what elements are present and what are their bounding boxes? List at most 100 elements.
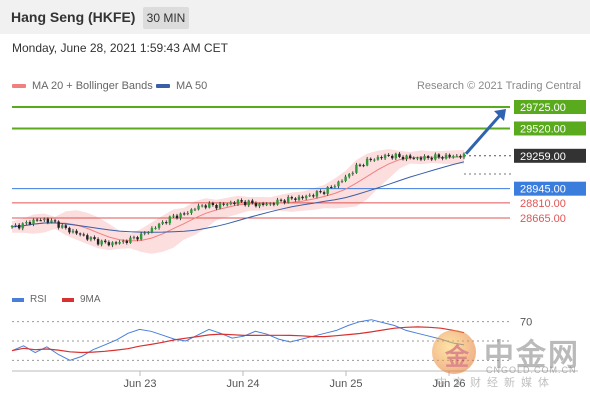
- candle-body: [326, 186, 329, 194]
- candle-body: [165, 222, 168, 224]
- candle: [68, 226, 71, 235]
- candle-body: [204, 205, 207, 208]
- candle-body: [269, 203, 272, 205]
- x-tick-label: Jun 25: [329, 378, 362, 390]
- candle: [423, 154, 426, 161]
- rsi-swatch: [12, 297, 24, 302]
- candle-body: [315, 191, 319, 197]
- candle: [462, 152, 466, 160]
- ma20-swatch: [12, 84, 26, 88]
- candle-body: [200, 205, 204, 207]
- candle-body: [50, 220, 53, 223]
- candle: [10, 225, 14, 229]
- candle: [50, 218, 53, 224]
- candle-body: [71, 230, 75, 233]
- candle: [358, 163, 362, 167]
- candle-body: [35, 219, 39, 221]
- candle: [294, 197, 297, 202]
- candle-body: [380, 157, 383, 159]
- legend-rsi-ma: 9MA: [62, 294, 101, 305]
- candle-body: [301, 196, 304, 199]
- candle: [448, 153, 451, 159]
- candle: [147, 231, 150, 235]
- candle-body: [233, 202, 236, 205]
- candle: [351, 171, 354, 176]
- candle-body: [394, 153, 398, 159]
- candle-body: [430, 157, 433, 160]
- candle-body: [61, 225, 64, 228]
- candle: [107, 240, 111, 247]
- level-label-5: 28665.00: [520, 213, 566, 225]
- candle-body: [333, 186, 337, 188]
- chart-header: Hang Seng (HKFE) 30 MIN: [0, 0, 590, 34]
- candle: [179, 212, 182, 221]
- candle-body: [129, 237, 132, 243]
- watermark-url: CNGOLD.COM.CN: [486, 365, 577, 375]
- candle-body: [86, 235, 89, 240]
- level-label-4: 28810.00: [520, 198, 566, 210]
- candle: [236, 199, 240, 206]
- candle: [136, 235, 139, 242]
- candle-body: [434, 154, 437, 160]
- interval-button[interactable]: 30 MIN: [143, 7, 189, 29]
- candle-body: [437, 154, 441, 158]
- candle-body: [308, 195, 311, 197]
- candle-body: [215, 204, 218, 209]
- current-price-tag: [514, 148, 586, 163]
- candle: [369, 157, 372, 162]
- candle-body: [405, 155, 408, 160]
- candle: [279, 198, 283, 203]
- legend-ma20: MA 20 + Bollinger Bands: [12, 80, 153, 92]
- legend-rsi: RSI: [12, 294, 47, 305]
- candle-body: [14, 224, 17, 226]
- candle-body: [452, 156, 455, 158]
- candle: [251, 198, 254, 205]
- candle: [175, 213, 179, 220]
- candle-body: [272, 203, 276, 205]
- candle-body: [276, 199, 279, 205]
- candle: [157, 222, 161, 230]
- candle-body: [75, 230, 78, 234]
- candle: [93, 235, 96, 241]
- candle: [197, 203, 200, 211]
- candle-body: [132, 237, 136, 239]
- candle-body: [114, 242, 118, 244]
- candle-body: [355, 164, 358, 173]
- candle: [365, 156, 369, 167]
- candle: [132, 235, 136, 240]
- candle: [28, 220, 32, 226]
- candle: [17, 223, 21, 230]
- candle-body: [387, 154, 390, 156]
- forecast-arrow: [464, 109, 506, 155]
- candle: [283, 199, 286, 205]
- candle-body: [391, 155, 394, 159]
- candle: [287, 195, 290, 204]
- candle-body: [304, 195, 308, 199]
- candle-body: [53, 220, 57, 222]
- candle: [362, 163, 365, 168]
- candle-body: [448, 154, 451, 157]
- candle: [104, 238, 107, 244]
- candle: [182, 211, 186, 216]
- candle-body: [322, 192, 326, 194]
- candle-body: [401, 156, 405, 160]
- candle-body: [340, 181, 344, 183]
- candle: [240, 198, 243, 203]
- candle: [391, 154, 394, 160]
- candle-body: [362, 165, 365, 167]
- candle: [376, 155, 380, 161]
- candle-body: [222, 203, 225, 205]
- x-tick-label: Jun 24: [226, 378, 259, 390]
- rsi-ma-label: 9MA: [80, 294, 101, 305]
- watermark-name: 中金网: [484, 338, 580, 373]
- candle: [39, 218, 42, 222]
- candle: [301, 195, 304, 200]
- candle-body: [68, 227, 71, 233]
- candle: [290, 195, 294, 201]
- candle-body: [172, 215, 175, 217]
- candle: [215, 203, 218, 211]
- candle-body: [182, 213, 186, 215]
- candle: [387, 153, 390, 157]
- candle-body: [287, 197, 290, 203]
